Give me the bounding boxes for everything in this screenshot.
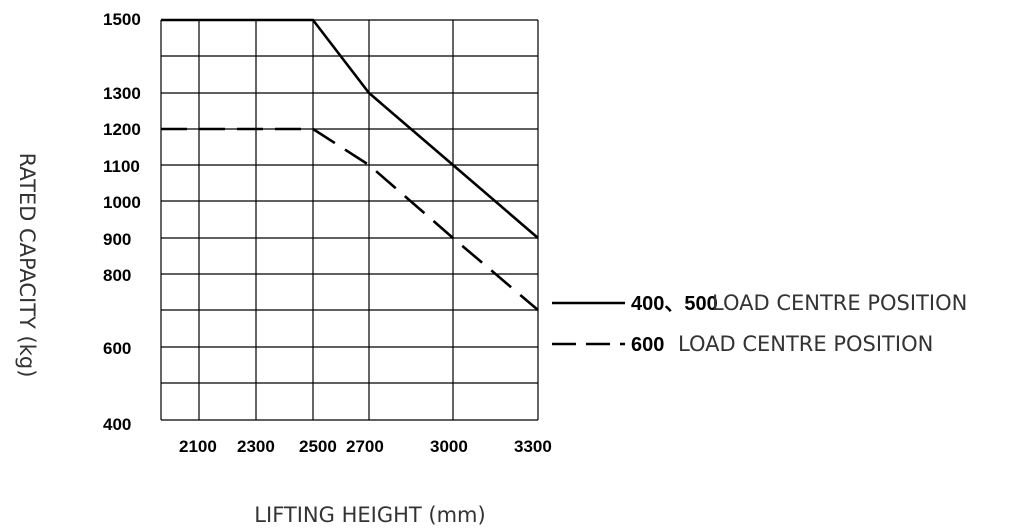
x-tick-2300: 2300: [237, 437, 275, 456]
series-line-dashed-600: [161, 127, 539, 311]
x-tick-2700: 2700: [346, 437, 384, 456]
x-tick-2500: 2500: [299, 437, 337, 456]
y-tick-800: 800: [103, 266, 131, 285]
legend: 400、500 LOAD CENTRE POSITION 600 LOAD CE…: [552, 291, 967, 356]
x-tick-3300: 3300: [514, 437, 552, 456]
legend-label-solid-text: LOAD CENTRE POSITION: [712, 291, 967, 315]
y-tick-1500: 1500: [103, 10, 141, 29]
grid: [160, 19, 539, 421]
series-layer: [161, 18, 539, 311]
legend-label-dashed-text: LOAD CENTRE POSITION: [678, 332, 933, 356]
y-tick-labels: 1500 1300 1200 1100 1000 900 800 600 400: [103, 10, 141, 434]
y-tick-1100: 1100: [103, 157, 140, 176]
x-tick-2100: 2100: [179, 437, 217, 456]
y-tick-600: 600: [103, 339, 131, 358]
x-tick-labels: 2100 2300 2500 2700 3000 3300: [179, 437, 552, 456]
y-tick-900: 900: [103, 230, 131, 249]
y-tick-1200: 1200: [103, 120, 141, 139]
y-tick-1300: 1300: [103, 84, 141, 103]
y-axis-title: RATED CAPACITY (kg): [15, 153, 39, 378]
legend-label-600: 600: [631, 334, 664, 356]
series-line-solid-400-500: [161, 18, 539, 239]
y-tick-1000: 1000: [103, 193, 141, 212]
x-axis-title: LIFTING HEIGHT (mm): [254, 503, 485, 527]
x-tick-3000: 3000: [430, 437, 468, 456]
legend-label-400-500: 400、500: [631, 293, 718, 315]
y-tick-400: 400: [103, 415, 131, 434]
